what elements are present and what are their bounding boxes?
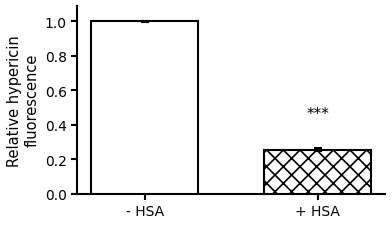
Y-axis label: Relative hypericin
fluorescence: Relative hypericin fluorescence [7,35,39,166]
Text: ***: *** [306,107,329,122]
Bar [264,150,371,194]
Bar [91,22,198,194]
